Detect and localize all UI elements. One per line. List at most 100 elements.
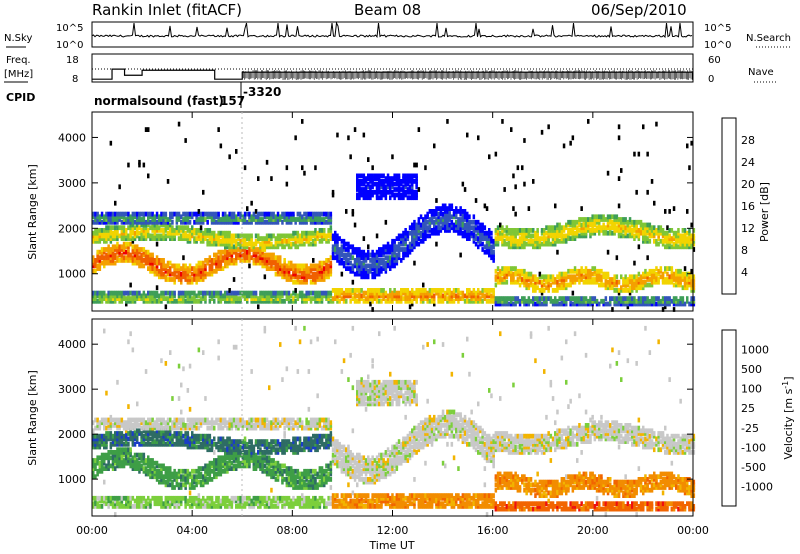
power-cell [551,288,555,293]
power-cell [688,244,691,250]
power-cell [472,236,476,241]
power-cell [316,266,319,271]
power-cell [301,274,304,280]
power-cell [285,290,289,296]
power-cell [477,293,480,299]
power-cell [666,298,669,304]
power-cell [210,233,214,239]
power-cell [505,274,509,280]
power-cell [479,233,482,239]
power-cell [270,219,273,225]
power-cell [677,271,680,277]
power-cell [690,241,693,247]
velocity-cell [147,495,150,501]
power-cell [182,290,185,296]
power-cell [598,230,601,236]
power-cell [633,296,636,301]
power-cell [171,211,174,217]
velocity-cell [140,439,143,444]
power-cell [239,252,242,258]
power-cell [349,293,352,299]
velocity-cell [125,441,128,447]
power-cell [270,263,273,269]
power-cell [109,236,113,241]
power-cell [342,296,346,301]
power-cell [584,296,588,301]
power-cell [382,260,385,266]
power-cell [261,263,264,269]
power-cell [358,260,361,266]
velocity-cell [103,460,106,466]
power-cell [353,290,357,296]
velocity-cell [155,425,159,431]
power-cell [171,219,174,225]
power-cell [122,219,126,225]
power-cell [413,173,416,179]
velocity-cell [155,423,159,428]
power-cell [158,225,161,231]
power-cell [292,230,295,236]
power-cell [221,266,225,271]
power-cell [230,233,234,239]
velocity-cell [129,423,132,428]
velocity-cell [114,501,117,507]
power-cell [648,238,652,244]
power-cell [362,187,366,192]
power-cell [496,225,500,231]
power-cell [571,301,575,307]
power-cell [655,296,658,301]
power-cell [690,244,693,250]
power-cell [122,296,126,301]
power-cell [600,268,603,274]
power-cell [362,181,366,187]
power-cell [213,230,216,236]
power-cell [404,184,407,190]
velocity-cell [147,420,150,426]
velocity-cell [129,460,132,466]
power-cell [505,230,509,236]
power-cell [391,290,394,296]
velocity-cell [107,495,110,501]
power-cell [633,222,636,228]
power-cell [413,260,416,266]
power-cell [213,260,216,266]
power-cell [369,189,372,195]
power-cell [547,228,550,233]
power-cell [672,296,676,301]
power-cell [356,184,359,190]
velocity-cell [127,431,130,436]
velocity-cell [94,433,97,439]
power-cell [232,219,236,225]
power-cell [116,258,119,263]
power-cell [155,236,159,241]
power-cell [378,271,381,277]
velocity-cell [127,423,130,428]
power-cell [279,255,282,261]
power-cell [294,135,297,141]
power-cell [675,277,678,282]
velocity-cell [140,466,143,471]
power-cell [609,301,612,307]
power-cell [342,255,346,261]
velocity-cell [96,433,99,439]
power-cell [184,263,187,269]
power-cell [197,230,201,236]
power-cell [397,187,401,192]
power-cell [158,228,161,233]
velocity-cell [96,495,99,501]
power-cell [389,195,392,201]
power-cell [290,211,293,217]
power-cell [155,290,159,296]
power-cell [437,288,440,293]
power-cell [481,233,484,239]
power-cell [193,211,196,217]
power-cell [129,228,132,233]
power-cell [268,217,271,222]
power-cell [279,293,282,299]
power-cell [659,228,663,233]
power-cell [609,282,612,288]
power-cell [435,217,438,222]
power-cell [325,274,328,280]
power-cell [494,230,498,236]
power-cell [232,277,236,282]
